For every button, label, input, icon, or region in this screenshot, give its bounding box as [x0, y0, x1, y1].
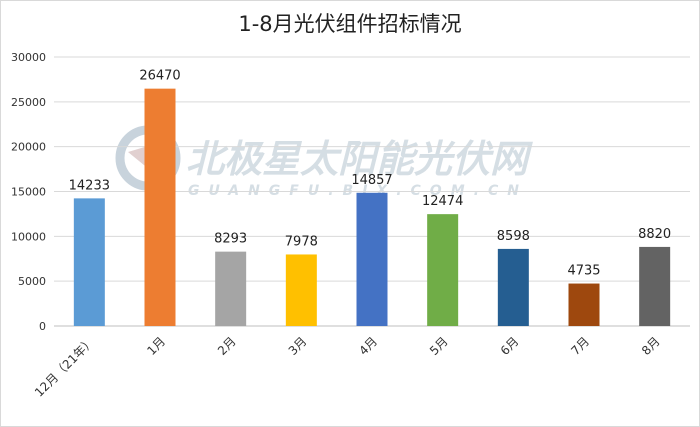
bar: [639, 246, 671, 326]
data-label: 12474: [422, 194, 463, 209]
bar: [215, 251, 247, 326]
x-tick-label: 1月: [144, 334, 168, 358]
x-tick-label: 7月: [568, 334, 592, 358]
watermark-text: 北极星太阳能光伏网: [186, 137, 533, 181]
y-tick-label: 10000: [11, 230, 46, 243]
bar: [427, 214, 459, 326]
data-label: 4735: [567, 264, 600, 279]
bars: [73, 88, 671, 326]
x-tick-label: 4月: [356, 334, 380, 358]
bar: [144, 88, 176, 326]
data-label: 14857: [351, 173, 392, 188]
data-label: 8598: [497, 229, 530, 244]
y-axis: 0 5000 10000 15000 20000 25000 30000: [11, 51, 46, 333]
chart-title: 1-8月光伏组件招标情况: [238, 12, 462, 36]
y-tick-label: 5000: [18, 275, 46, 288]
bar: [568, 283, 600, 326]
bar: [73, 198, 105, 326]
data-label: 8293: [214, 232, 247, 247]
y-tick-label: 30000: [11, 51, 46, 64]
data-label: 7978: [285, 234, 318, 249]
data-label: 26470: [139, 69, 180, 84]
x-tick-label: 6月: [498, 334, 522, 358]
watermark: 北极星太阳能光伏网 GUANGFU.BJX.COM.CN: [115, 125, 533, 199]
y-tick-label: 0: [39, 320, 46, 333]
bar: [497, 248, 529, 326]
y-tick-label: 25000: [11, 96, 46, 109]
x-tick-label: 2月: [215, 334, 239, 358]
x-tick-label: 5月: [427, 334, 451, 358]
y-tick-label: 15000: [11, 186, 46, 199]
bar: [356, 192, 388, 326]
value-labels: 14233 26470 8293 7978 14857 12474 8598 4735 8820: [69, 69, 672, 279]
x-axis: 12月（21年） 1月 2月 3月 4月 5月 6月 7月 8月: [32, 334, 663, 399]
data-label: 14233: [69, 178, 110, 193]
y-tick-label: 20000: [11, 141, 46, 154]
x-tick-label: 8月: [639, 334, 663, 358]
x-tick-label: 12月（21年）: [32, 334, 97, 399]
bar: [285, 254, 317, 326]
data-label: 8820: [638, 227, 671, 242]
x-tick-label: 3月: [286, 334, 310, 358]
